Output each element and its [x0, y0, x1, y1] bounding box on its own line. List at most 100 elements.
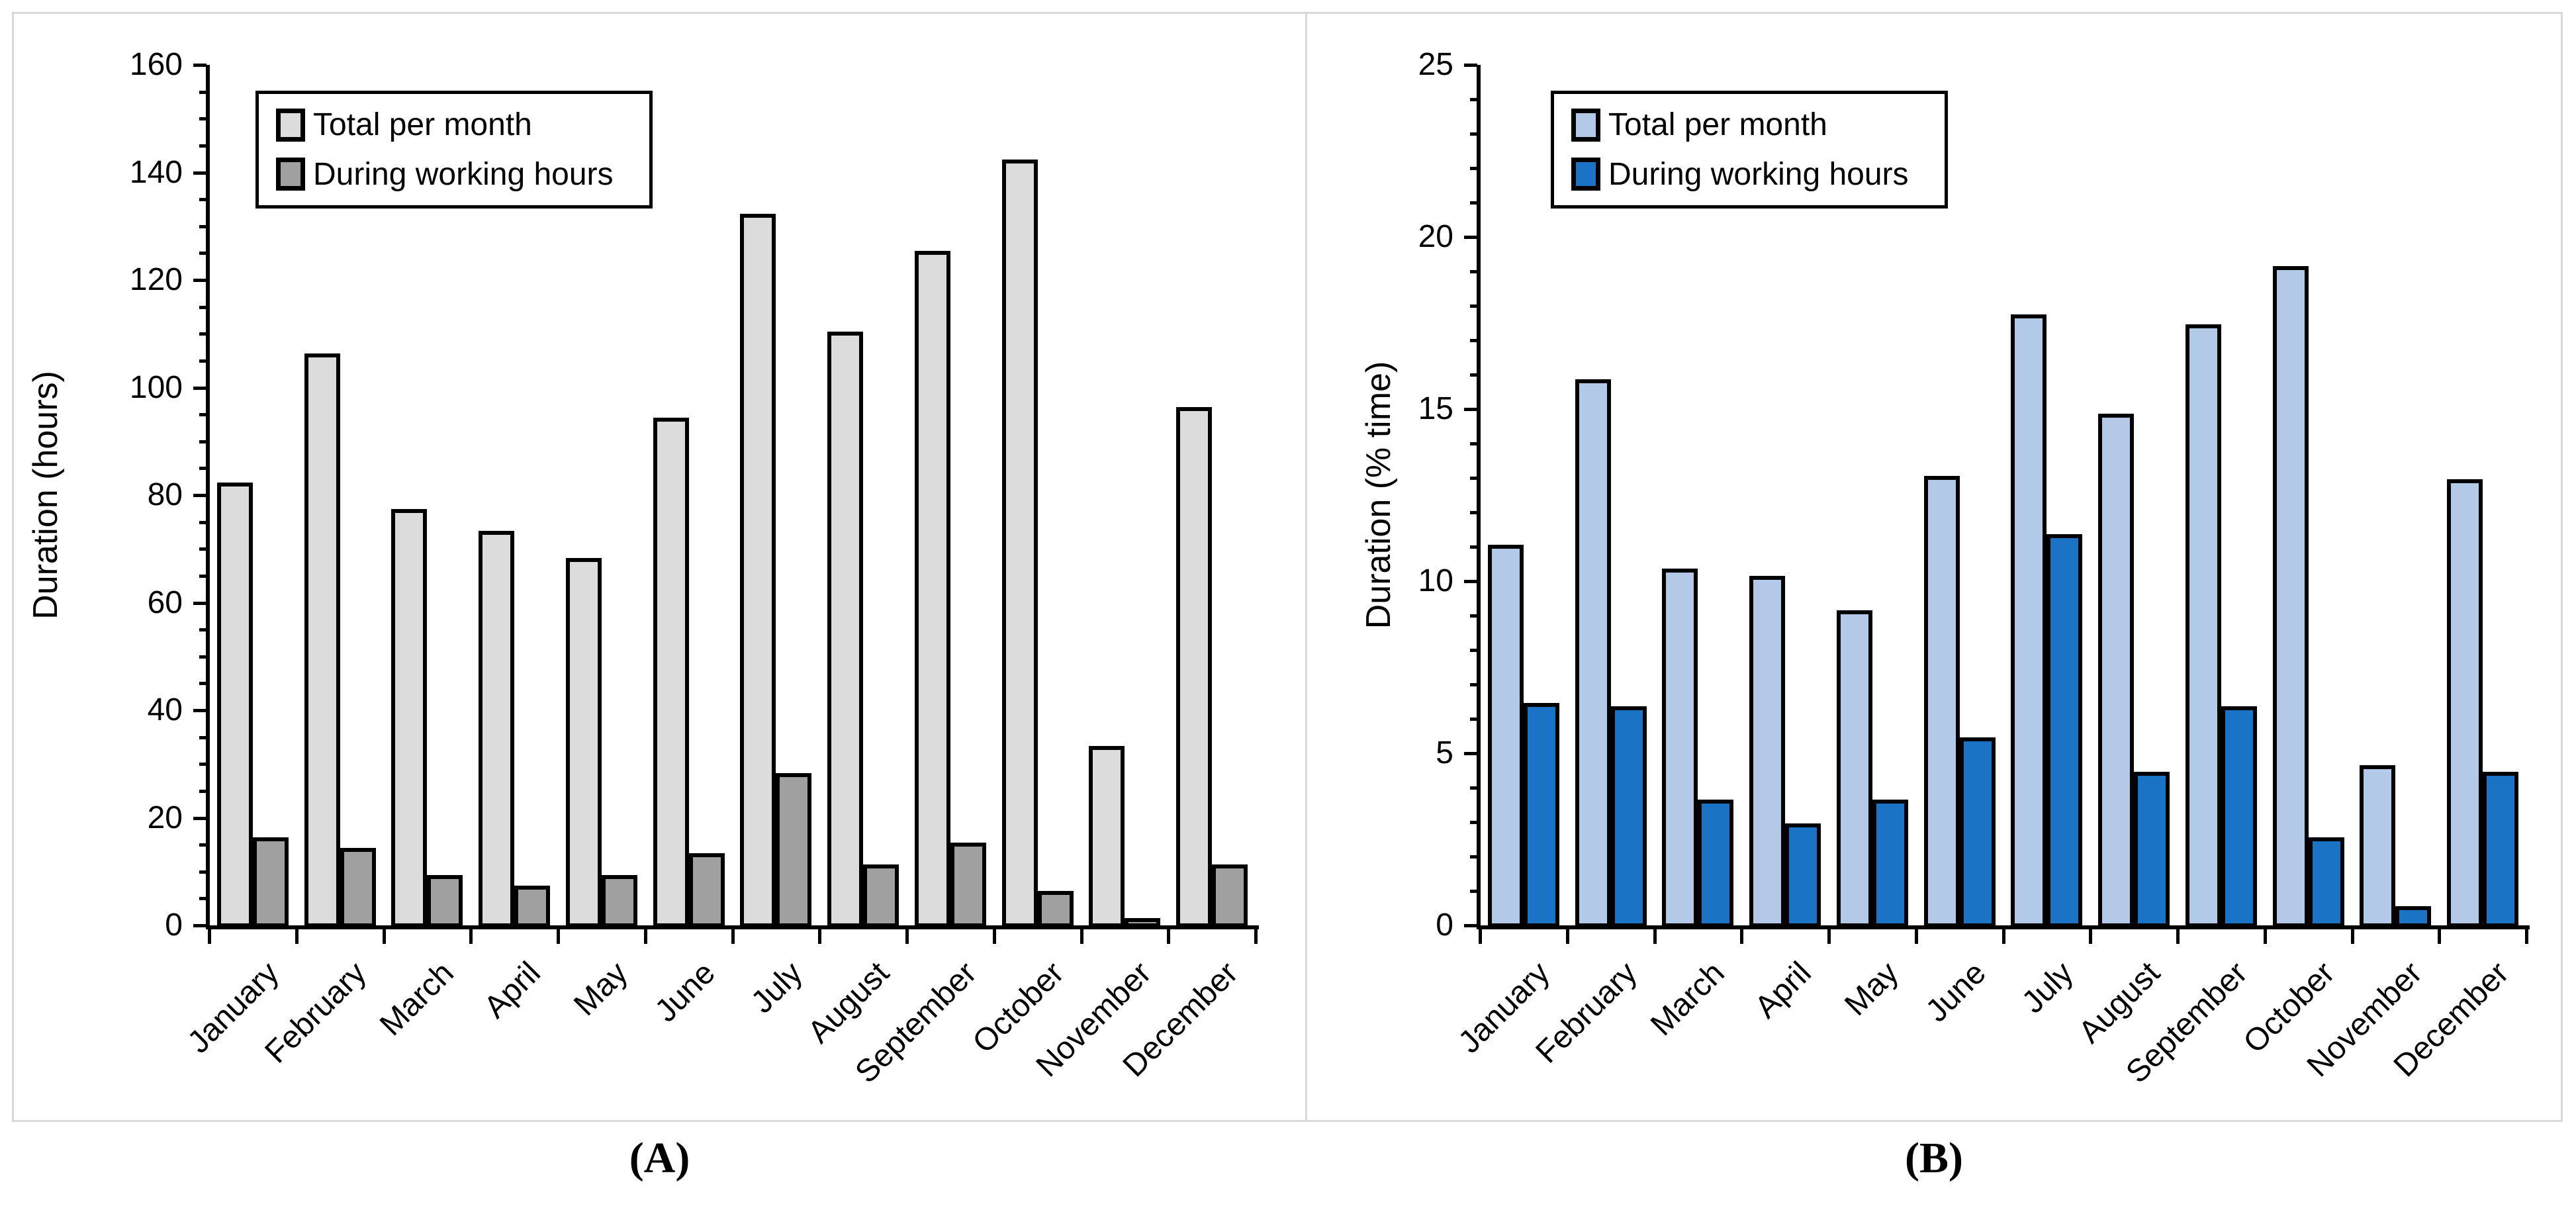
bar-total-per-month-may — [1836, 610, 1872, 927]
y-major-tick — [193, 494, 207, 497]
y-minor-tick — [1470, 442, 1477, 445]
chart-panel-a: 0 20 40 60 80 100 120 140 160 January February Marc… — [12, 12, 1307, 1122]
y-axis-title: Duration (% time) — [1359, 361, 1398, 629]
y-tick-label: 25 — [1418, 47, 1453, 82]
x-tick — [818, 928, 822, 944]
y-tick-label: 80 — [147, 477, 183, 512]
bar-during-working-hours-january — [1523, 703, 1559, 927]
bar-during-working-hours-june — [1959, 737, 1996, 927]
y-minor-tick — [1470, 98, 1477, 101]
bar-during-working-hours-february — [1610, 706, 1647, 927]
bar-during-working-hours-may — [601, 874, 637, 927]
y-major-tick — [193, 924, 207, 927]
x-tick — [905, 928, 909, 944]
caption-b: (B) — [1905, 1134, 1963, 1182]
x-tick — [2263, 928, 2267, 944]
x-tick — [1479, 928, 1482, 944]
x-category-label: March — [373, 955, 461, 1043]
bar-during-working-hours-november — [1125, 917, 1161, 927]
legend-box: Total per month During working hours — [1551, 91, 1948, 209]
bar-total-per-month-january — [1487, 545, 1524, 927]
bar-total-per-month-july — [740, 213, 776, 927]
x-category-label: April — [1748, 955, 1819, 1025]
bar-during-working-hours-january — [252, 837, 289, 927]
x-tick — [2001, 928, 2005, 944]
y-major-tick — [193, 601, 207, 605]
bar-during-working-hours-april — [514, 886, 551, 927]
bar-during-working-hours-june — [688, 853, 725, 927]
x-tick — [1653, 928, 1657, 944]
y-axis-line — [1477, 65, 1481, 929]
y-tick-label: 0 — [165, 907, 183, 943]
y-minor-tick — [199, 682, 207, 686]
y-minor-tick — [1470, 683, 1477, 686]
y-tick-label: 60 — [147, 584, 183, 620]
bar-during-working-hours-september — [950, 843, 986, 927]
y-minor-tick — [199, 870, 207, 874]
y-minor-tick — [199, 520, 207, 524]
x-tick — [469, 928, 473, 944]
x-tick — [992, 928, 996, 944]
legend-item-total-per-month: Total per month — [276, 107, 649, 143]
y-minor-tick — [199, 789, 207, 793]
x-tick — [2176, 928, 2180, 944]
bar-total-per-month-january — [216, 482, 253, 927]
x-tick — [2089, 928, 2093, 944]
bar-during-working-hours-march — [1698, 799, 1734, 927]
x-tick — [1827, 928, 1831, 944]
bar-during-working-hours-april — [1785, 823, 1821, 927]
bar-total-per-month-august — [2098, 414, 2135, 927]
legend-box: Total per month During working hours — [255, 91, 653, 209]
y-minor-tick — [199, 547, 207, 551]
y-minor-tick — [1470, 201, 1477, 205]
y-tick-label: 160 — [129, 47, 183, 82]
y-tick-label: 120 — [129, 262, 183, 297]
y-minor-tick — [199, 252, 207, 256]
x-tick — [557, 928, 560, 944]
y-minor-tick — [199, 763, 207, 767]
y-minor-tick — [1470, 477, 1477, 480]
bar-during-working-hours-march — [427, 874, 463, 927]
y-minor-tick — [1470, 786, 1477, 790]
bar-during-working-hours-november — [2395, 906, 2432, 927]
y-minor-tick — [1470, 167, 1477, 170]
y-minor-tick — [1470, 821, 1477, 824]
y-minor-tick — [199, 440, 207, 443]
y-minor-tick — [1470, 339, 1477, 342]
x-tick — [2350, 928, 2354, 944]
y-minor-tick — [199, 655, 207, 659]
x-tick — [1254, 928, 1258, 944]
bar-total-per-month-march — [391, 509, 428, 927]
y-minor-tick — [199, 467, 207, 471]
y-minor-tick — [199, 332, 207, 336]
x-tick — [1914, 928, 1918, 944]
x-category-label: June — [1919, 955, 1993, 1029]
x-axis-line — [206, 925, 1259, 929]
x-tick — [1740, 928, 1744, 944]
bar-during-working-hours-july — [2047, 534, 2083, 927]
y-minor-tick — [199, 735, 207, 739]
y-tick-label: 15 — [1418, 391, 1453, 426]
legend-label: During working hours — [1608, 156, 1909, 192]
y-minor-tick — [199, 359, 207, 363]
y-minor-tick — [199, 413, 207, 417]
x-category-label: March — [1643, 955, 1731, 1043]
y-minor-tick — [1470, 132, 1477, 136]
x-tick — [1080, 928, 1083, 944]
bar-total-per-month-october — [2272, 265, 2309, 927]
bar-total-per-month-october — [1001, 160, 1038, 927]
y-major-tick — [1464, 64, 1477, 67]
legend-swatch-icon — [276, 158, 305, 191]
y-tick-label: 140 — [129, 154, 183, 190]
bar-total-per-month-june — [1923, 476, 1960, 927]
y-tick-label: 20 — [1418, 219, 1453, 254]
bar-total-per-month-july — [2011, 314, 2047, 927]
y-major-tick — [1464, 236, 1477, 239]
bar-total-per-month-march — [1662, 569, 1698, 927]
x-category-label: May — [567, 955, 635, 1023]
y-minor-tick — [1470, 270, 1477, 273]
y-minor-tick — [1470, 304, 1477, 308]
bar-during-working-hours-december — [1212, 864, 1248, 927]
bar-during-working-hours-february — [340, 848, 376, 927]
